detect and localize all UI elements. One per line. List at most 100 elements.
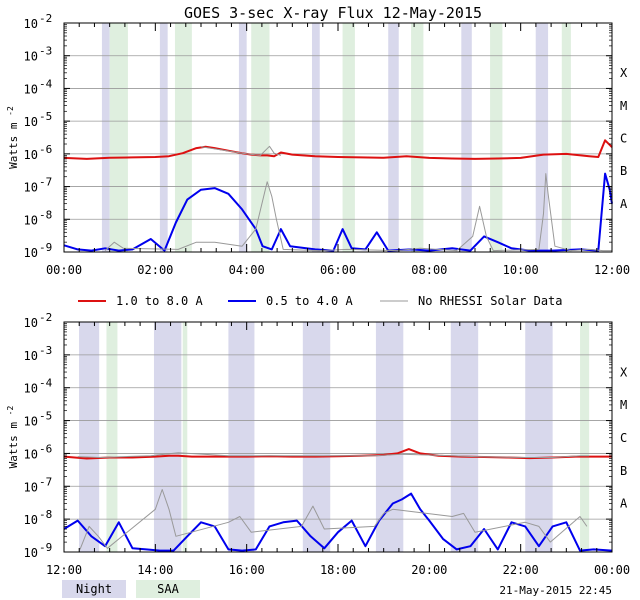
y-tick-label: 10	[24, 546, 38, 560]
flare-class-label: M	[620, 99, 627, 113]
saa-band	[106, 322, 118, 552]
night-band	[79, 322, 100, 552]
x-tick-label: 10:00	[503, 263, 539, 277]
y-tick-label-exp: -7	[39, 176, 52, 189]
y-tick-label: 10	[24, 50, 38, 64]
y-tick-label-exp: -7	[39, 475, 52, 488]
y-tick-label: 10	[24, 82, 38, 96]
saa-band	[561, 23, 571, 252]
y-tick-label: 10	[24, 115, 38, 129]
y-tick-label-exp: -6	[39, 442, 52, 455]
y-axis-label-exp: -2	[6, 106, 15, 116]
series-line	[77, 452, 590, 458]
series-line	[63, 172, 613, 252]
x-tick-label: 22:00	[503, 563, 539, 577]
night-band	[525, 322, 553, 552]
series-line	[63, 492, 613, 552]
top-panel: 10-910-810-710-610-510-410-310 -2ABCMX00:…	[6, 12, 630, 277]
y-tick-label-exp: -5	[39, 110, 52, 123]
night-band	[228, 322, 255, 552]
saa-band	[251, 23, 270, 252]
saa-band-swatch	[136, 580, 200, 598]
flare-class-label: M	[620, 398, 627, 412]
night-band	[450, 322, 479, 552]
flare-class-label: A	[620, 197, 628, 211]
flare-class-label: C	[620, 132, 627, 146]
flare-class-label: X	[620, 66, 628, 80]
y-tick-label-exp: -3	[39, 45, 52, 58]
saa-label: SAA	[157, 582, 179, 596]
legend-label-long: 1.0 to 8.0 A	[116, 294, 203, 308]
saa-band	[174, 23, 192, 252]
y-tick-label: 10	[24, 148, 38, 162]
x-tick-label: 14:00	[137, 563, 173, 577]
y-axis-label: Watts m -2	[6, 106, 20, 169]
y-tick-label-exp: -8	[39, 508, 52, 521]
flare-class-label: A	[620, 497, 628, 511]
y-tick-label-exp: -2	[39, 311, 52, 324]
y-tick-label: 10	[24, 447, 38, 461]
saa-band	[411, 23, 424, 252]
saa-band	[182, 322, 188, 552]
y-tick-label-exp: -2	[39, 12, 52, 25]
y-tick-label-exp: -8	[39, 208, 52, 221]
x-tick-label: 08:00	[411, 263, 447, 277]
series-line	[79, 489, 588, 550]
y-tick-label: 10	[24, 181, 38, 195]
y-tick-label-exp: -9	[39, 541, 52, 554]
y-tick-label: 10	[24, 246, 38, 260]
x-tick-label: 16:00	[229, 563, 265, 577]
night-band	[238, 23, 247, 252]
saa-band	[109, 23, 128, 252]
x-tick-label: 18:00	[320, 563, 356, 577]
x-tick-label: 12:00	[594, 263, 630, 277]
flare-class-label: C	[620, 431, 627, 445]
y-tick-label-exp: -9	[39, 241, 52, 254]
flare-class-label: X	[620, 365, 628, 379]
y-tick-label: 10	[24, 17, 38, 31]
y-tick-label-exp: -4	[39, 377, 53, 390]
x-tick-label: 00:00	[46, 263, 82, 277]
night-band	[311, 23, 320, 252]
series-line	[63, 139, 613, 160]
night-band	[375, 322, 404, 552]
night-band-swatch	[62, 580, 126, 598]
flare-class-label: B	[620, 464, 627, 478]
y-tick-label: 10	[24, 513, 38, 527]
night-band	[153, 322, 182, 552]
night-band	[388, 23, 399, 252]
night-band	[159, 23, 168, 252]
x-tick-label: 12:00	[46, 563, 82, 577]
x-tick-label: 00:00	[594, 563, 630, 577]
x-tick-label: 06:00	[320, 263, 356, 277]
y-axis-label-exp: -2	[6, 406, 15, 416]
flare-class-label: B	[620, 164, 627, 178]
legend-label-no-rhessi: No RHESSI Solar Data	[418, 294, 563, 308]
y-tick-label-exp: -6	[39, 143, 52, 156]
saa-band	[342, 23, 355, 252]
y-tick-label-exp: -5	[39, 410, 52, 423]
y-tick-label: 10	[24, 213, 38, 227]
night-label: Night	[76, 582, 112, 596]
night-band	[101, 23, 110, 252]
night-band	[461, 23, 472, 252]
series-line	[200, 145, 282, 156]
x-tick-label: 04:00	[229, 263, 265, 277]
y-tick-label: 10	[24, 316, 38, 330]
y-tick-label-exp: -3	[39, 344, 52, 357]
legend-label-short: 0.5 to 4.0 A	[266, 294, 353, 308]
x-tick-label: 20:00	[411, 563, 447, 577]
band-legend: Night SAA	[62, 580, 200, 598]
y-tick-label-exp: -4	[39, 77, 53, 90]
y-tick-label: 10	[24, 480, 38, 494]
saa-band	[580, 322, 590, 552]
y-tick-label: 10	[24, 415, 38, 429]
legend: 1.0 to 8.0 A 0.5 to 4.0 A No RHESSI Sola…	[78, 294, 563, 308]
y-tick-label: 10	[24, 349, 38, 363]
night-band	[535, 23, 549, 252]
saa-band	[490, 23, 503, 252]
x-tick-label: 02:00	[137, 263, 173, 277]
y-axis-label: Watts m -2	[6, 406, 20, 469]
bottom-panel: 10-910-810-710-610-510-410-310 -2ABCMX12:…	[6, 311, 630, 577]
